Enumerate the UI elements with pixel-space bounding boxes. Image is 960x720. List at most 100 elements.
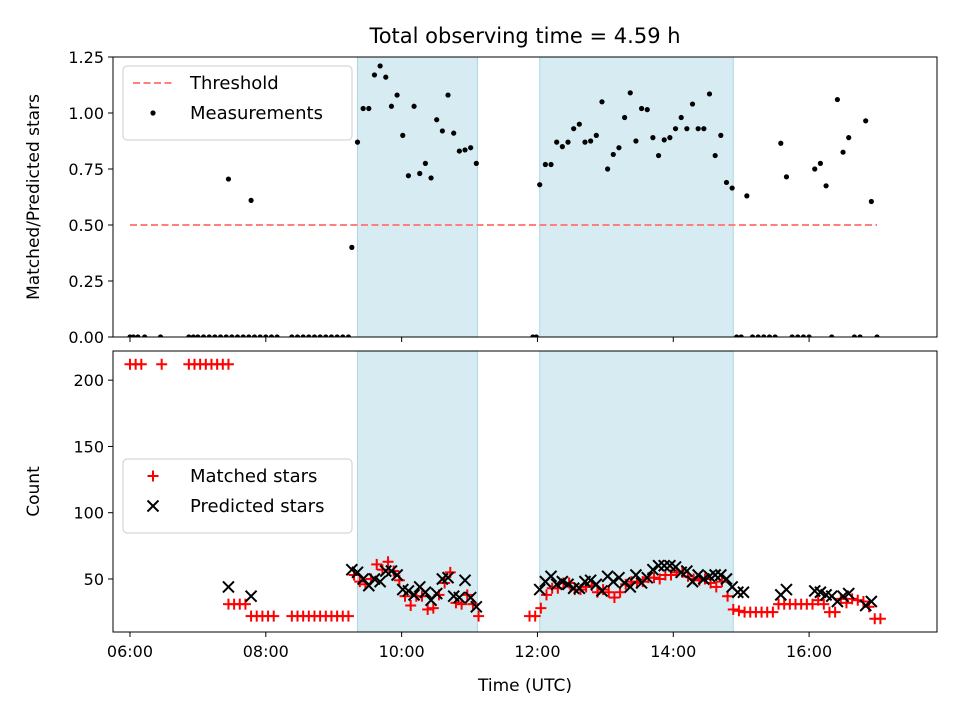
data-point (593, 132, 599, 138)
shaded-interval-0 (356, 56, 478, 338)
data-point (422, 160, 428, 166)
data-point (311, 334, 318, 337)
axes-frame (112, 350, 938, 633)
data-point (737, 586, 750, 599)
data-point (710, 581, 722, 593)
x-tick-label: 16:00 (786, 642, 832, 661)
data-point (851, 334, 857, 337)
y-tick-label: 1.25 (68, 48, 104, 67)
legend: Matched stars Predicted stars (122, 458, 353, 534)
data-point (468, 145, 474, 151)
data-point (294, 334, 301, 337)
y-tick-label: 0.25 (68, 272, 104, 291)
legend-swatch (146, 499, 160, 513)
chart-title: Total observing time = 4.59 h (368, 24, 680, 48)
data-point (390, 568, 404, 582)
x-tick-label: 06:00 (107, 642, 153, 661)
data-point (473, 160, 479, 166)
data-point (680, 564, 694, 578)
shaded-interval-1 (539, 350, 734, 633)
data-point (865, 595, 878, 608)
data-point (451, 130, 457, 136)
legend: Threshold Measurements (122, 65, 353, 141)
data-point (829, 334, 835, 337)
data-point (470, 600, 483, 614)
data-point (229, 334, 235, 337)
plot-area (124, 358, 886, 625)
data-point (257, 334, 263, 337)
data-point (360, 105, 366, 112)
data-point (274, 334, 280, 337)
data-point (565, 139, 571, 145)
data-point (638, 105, 645, 112)
data-point (407, 588, 421, 602)
data-point (618, 576, 631, 590)
bottom-panel: 50 100 150 200 06:00 08:00 10:00 12:00 14:00 16:0… (24, 350, 938, 661)
data-point (130, 334, 136, 337)
data-point (678, 114, 684, 121)
legend-swatch (147, 470, 159, 482)
data-point (772, 334, 778, 337)
data-point (244, 590, 258, 603)
data-point (650, 135, 656, 141)
data-point (731, 586, 744, 599)
data-point (718, 132, 724, 138)
data-point (624, 580, 637, 594)
axes-frame (112, 56, 938, 338)
data-point (689, 101, 696, 107)
data-point (156, 358, 168, 370)
data-point (340, 334, 346, 337)
data-point (323, 334, 329, 337)
data-point (240, 334, 246, 337)
data-point (607, 575, 620, 588)
data-point (684, 126, 690, 132)
data-point (761, 334, 767, 337)
data-point (723, 179, 730, 186)
data-point (405, 173, 412, 179)
data-point (734, 334, 740, 337)
data-point (766, 334, 773, 337)
data-point (222, 358, 234, 370)
data-point (641, 571, 654, 584)
data-point (135, 358, 147, 370)
data-point (456, 148, 462, 154)
y-tick-label: 0.75 (68, 160, 104, 179)
data-point (667, 135, 673, 141)
x-tick-label: 08:00 (243, 642, 289, 661)
data-point (354, 139, 361, 145)
data-point (846, 593, 858, 605)
data-point (473, 610, 485, 622)
data-point (462, 147, 468, 153)
data-point (157, 334, 164, 337)
data-point (464, 591, 477, 604)
data-point (868, 198, 874, 205)
data-point (544, 570, 558, 583)
data-point (859, 599, 872, 612)
data-point (633, 138, 639, 144)
data-point (629, 568, 643, 582)
data-point (652, 559, 665, 572)
shaded-interval-1 (539, 56, 734, 338)
data-point (857, 334, 863, 337)
data-point (720, 572, 733, 586)
legend-label: Measurements (190, 103, 323, 124)
data-point (366, 105, 372, 112)
data-point (716, 576, 728, 588)
data-point (382, 556, 394, 568)
data-point (439, 128, 445, 134)
data-point (738, 334, 744, 337)
data-point (806, 598, 818, 610)
data-point (251, 334, 258, 337)
y-tick-label: 150 (73, 437, 104, 456)
y-tick-label: 0.50 (68, 216, 104, 235)
data-point (186, 334, 192, 337)
data-point (714, 568, 728, 582)
data-point (658, 559, 671, 572)
data-point (778, 140, 784, 146)
data-point (561, 578, 575, 591)
data-point (225, 176, 232, 182)
legend-swatch (150, 110, 156, 116)
data-point (371, 558, 383, 570)
data-point (610, 151, 616, 158)
data-point (379, 564, 392, 578)
